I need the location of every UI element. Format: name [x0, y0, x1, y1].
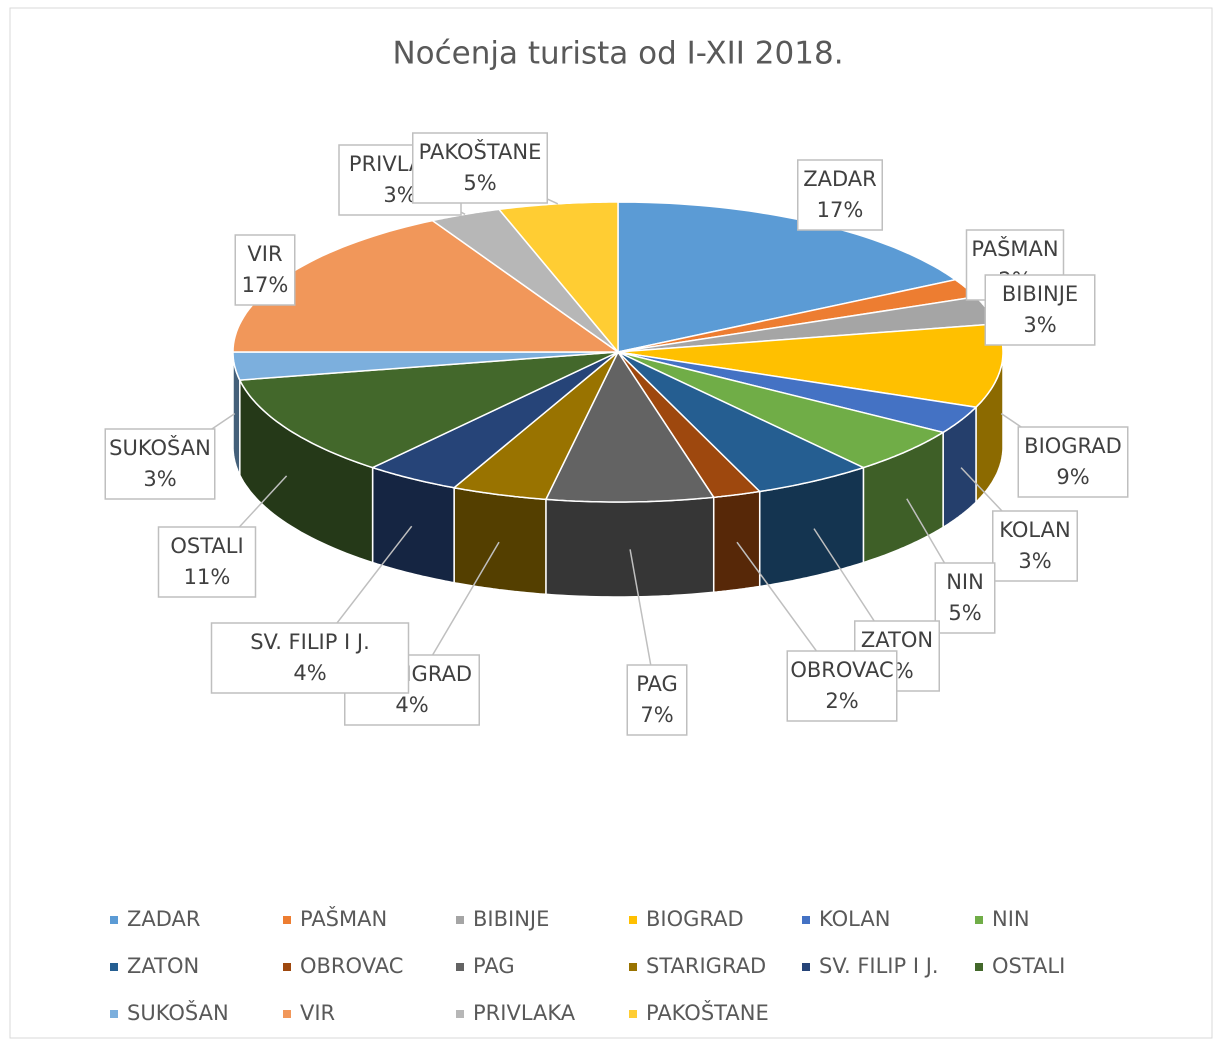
slice-side	[545, 496, 715, 598]
label-name: BIBINJE	[1002, 282, 1078, 306]
label-box	[234, 234, 296, 306]
label-box	[210, 622, 410, 694]
data-label: OBROVAC 2%	[786, 650, 898, 722]
label-value: 2%	[825, 689, 858, 713]
legend-label: ZADAR	[127, 907, 201, 931]
legend-swatch	[456, 963, 464, 971]
legend-label: PAŠMAN	[300, 906, 387, 931]
legend-swatch	[283, 916, 291, 924]
label-name: ZATON	[861, 628, 933, 652]
label-name: NIN	[946, 570, 984, 594]
data-label: BIBINJE 3%	[984, 274, 1096, 346]
label-box	[786, 650, 898, 722]
slice	[544, 350, 716, 503]
label-name: PAŠMAN	[971, 236, 1058, 261]
label-box	[412, 132, 548, 204]
label-value: 3%	[383, 183, 416, 207]
label-value: 5%	[948, 601, 981, 625]
legend-swatch	[110, 916, 118, 924]
label-name: VIR	[247, 242, 282, 266]
label-box	[797, 159, 883, 231]
data-label: PAKOŠTANE 5%	[412, 132, 548, 204]
legend-swatch	[629, 1010, 637, 1018]
legend-label: VIR	[300, 1001, 335, 1025]
legend-label: PAKOŠTANE	[646, 1000, 769, 1025]
data-label: NIN 5%	[934, 562, 996, 634]
label-name: ZADAR	[803, 167, 877, 191]
label-value: 11%	[184, 565, 231, 589]
label-box	[992, 510, 1078, 582]
data-label: OSTALI 11%	[157, 526, 257, 598]
slice	[232, 351, 619, 381]
label-value: 17%	[817, 198, 864, 222]
legend-label: PRIVLAKA	[473, 1001, 576, 1025]
legend-label: BIBINJE	[473, 907, 549, 931]
legend-label: NIN	[992, 907, 1030, 931]
label-box	[984, 274, 1096, 346]
legend-label: SUKOŠAN	[127, 1000, 229, 1025]
label-box	[626, 664, 688, 736]
label-name: PAKOŠTANE	[419, 139, 542, 164]
data-label: KOLAN 3%	[992, 510, 1078, 582]
slice	[452, 351, 619, 501]
legend-swatch	[975, 916, 983, 924]
label-value: 17%	[242, 273, 289, 297]
legend-swatch	[110, 963, 118, 971]
legend-swatch	[802, 963, 810, 971]
legend-swatch	[456, 1010, 464, 1018]
label-name: KOLAN	[999, 518, 1070, 542]
slice	[617, 351, 978, 434]
label-name: OBROVAC	[790, 658, 893, 682]
legend-label: KOLAN	[819, 907, 890, 931]
legend-swatch	[283, 963, 291, 971]
chart-title: Noćenja turista od I-XII 2018.	[392, 36, 843, 72]
label-value: 3%	[1018, 549, 1051, 573]
legend-label: OSTALI	[992, 954, 1065, 978]
label-value: 3%	[143, 467, 176, 491]
legend-swatch	[975, 963, 983, 971]
slice	[370, 351, 619, 489]
legend-label: BIOGRAD	[646, 907, 744, 931]
data-label: SUKOŠAN 3%	[104, 428, 216, 500]
data-label: VIR 17%	[234, 234, 296, 306]
legend-swatch	[802, 916, 810, 924]
slice	[497, 201, 619, 355]
legend-swatch	[110, 1010, 118, 1018]
legend-swatch	[456, 916, 464, 924]
label-value: 4%	[395, 693, 428, 717]
legend-swatch	[283, 1010, 291, 1018]
data-label: ZADAR 17%	[797, 159, 883, 231]
slice	[238, 351, 619, 469]
legend-swatch	[629, 916, 637, 924]
slice	[617, 351, 762, 499]
label-box	[157, 526, 257, 598]
slice	[617, 351, 866, 493]
legend-label: ZATON	[127, 954, 199, 978]
label-box	[1017, 426, 1129, 498]
legend-label: STARIGRAD	[646, 954, 766, 978]
label-name: SUKOŠAN	[109, 435, 211, 460]
data-label: BIOGRAD 9%	[1017, 426, 1129, 498]
label-value: 3%	[1023, 313, 1056, 337]
label-value: 7%	[640, 703, 673, 727]
label-box	[104, 428, 216, 500]
label-box	[934, 562, 996, 634]
slice-side	[712, 490, 761, 594]
legend-label: OBROVAC	[300, 954, 403, 978]
legend-label: PAG	[473, 954, 515, 978]
label-value: 9%	[1056, 465, 1089, 489]
data-label: SV. FILIP I J. 4%	[210, 622, 410, 694]
data-label: PAG 7%	[626, 664, 688, 736]
label-name: PAG	[636, 672, 678, 696]
label-name: SV. FILIP I J.	[250, 630, 370, 654]
legend-label: SV. FILIP I J.	[819, 954, 939, 978]
slice	[617, 351, 946, 469]
legend-swatch	[629, 963, 637, 971]
label-name: BIOGRAD	[1024, 434, 1122, 458]
label-value: 5%	[463, 171, 496, 195]
label-value: 4%	[293, 661, 326, 685]
slice-side	[453, 486, 547, 596]
label-name: OSTALI	[170, 534, 243, 558]
